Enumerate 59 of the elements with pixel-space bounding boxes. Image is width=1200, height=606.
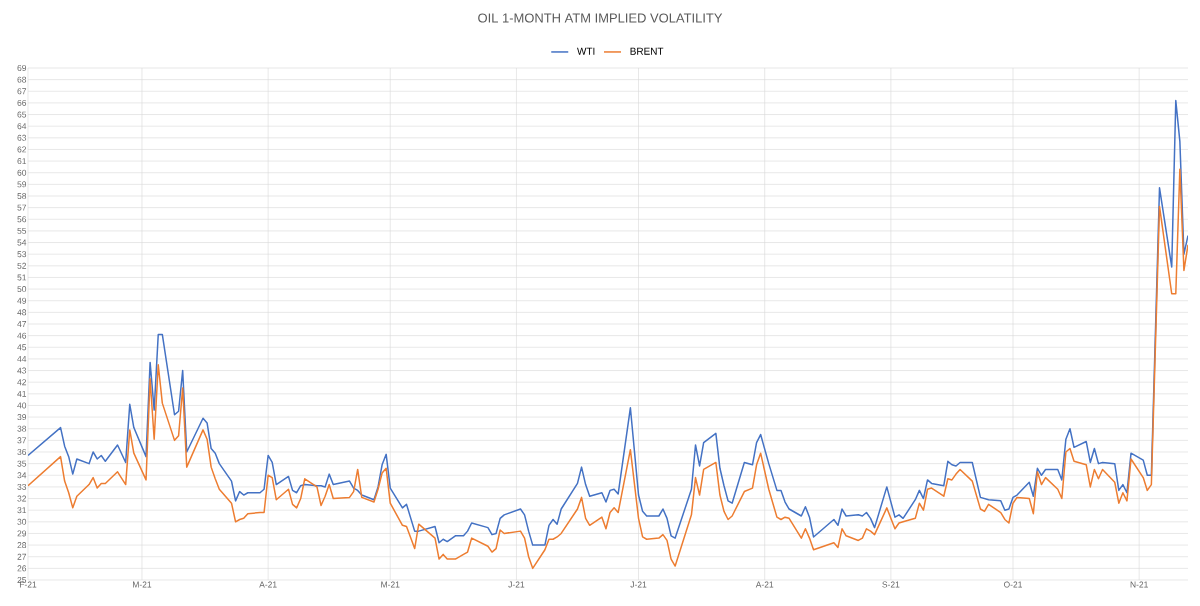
y-tick-label: 51 [17, 274, 27, 281]
y-tick-label: 59 [17, 181, 27, 188]
y-tick-label: 50 [17, 286, 27, 293]
y-tick-label: 57 [17, 204, 27, 211]
line-series [28, 168, 1188, 570]
y-tick-label: 26 [17, 565, 27, 572]
legend-label: BRENT [630, 47, 664, 55]
y-tick-label: 43 [17, 367, 27, 374]
y-tick-label: 66 [17, 99, 27, 106]
y-tick-label: 46 [17, 332, 27, 339]
y-tick-label: 30 [17, 518, 27, 525]
y-tick-label: 49 [17, 297, 27, 304]
y-tick-label: 38 [17, 425, 27, 432]
y-tick-label: 45 [17, 344, 27, 351]
chart-title: OIL 1-MONTH ATM IMPLIED VOLATILITY [478, 13, 723, 23]
y-tick-label: 35 [17, 460, 27, 467]
x-tick-label: M-21 [133, 581, 152, 588]
y-tick-label: 60 [17, 169, 27, 176]
y-tick-label: 42 [17, 379, 27, 386]
x-tick-label: J-21 [630, 581, 647, 588]
y-tick-label: 64 [17, 123, 27, 130]
y-tick-label: 53 [17, 251, 27, 258]
y-tick-label: 52 [17, 262, 27, 269]
y-tick-label: 40 [17, 402, 27, 409]
y-tick-label: 34 [17, 472, 27, 479]
y-tick-label: 41 [17, 390, 27, 397]
x-tick-label: J-21 [508, 581, 525, 588]
y-tick-label: 32 [17, 495, 27, 502]
y-tick-label: 54 [17, 239, 27, 246]
x-tick-label: A-21 [259, 581, 277, 588]
x-tick-label: S-21 [882, 581, 900, 588]
y-tick-label: 25 [17, 577, 27, 583]
y-tick-label: 44 [17, 355, 27, 362]
y-tick-label: 36 [17, 449, 27, 455]
y-tick-label: 47 [17, 321, 27, 327]
y-tick-label: 37 [17, 437, 27, 444]
y-tick-label: 28 [17, 542, 27, 549]
x-tick-label: N-21 [1130, 581, 1148, 588]
y-tick-label: 62 [17, 146, 27, 153]
y-tick-label: 69 [17, 65, 27, 71]
y-tick-label: 55 [17, 227, 27, 234]
y-tick-label: 65 [17, 111, 27, 118]
y-tick-label: 61 [17, 158, 27, 165]
y-tick-label: 39 [17, 414, 27, 421]
y-tick-label: 68 [17, 76, 27, 83]
x-tick-label: M-21 [381, 581, 400, 588]
y-tick-label: 56 [17, 216, 27, 223]
y-tick-label: 63 [17, 134, 27, 141]
legend-label: WTI [577, 47, 595, 55]
y-tick-label: 33 [17, 483, 27, 490]
x-tick-label: F-21 [19, 581, 37, 588]
y-tick-label: 67 [17, 88, 27, 95]
x-tick-label: A-21 [755, 581, 774, 588]
y-tick-label: 48 [17, 309, 27, 316]
x-tick-label: O-21 [1003, 581, 1022, 588]
y-tick-label: 27 [17, 553, 27, 560]
y-tick-label: 29 [17, 530, 27, 537]
y-tick-label: 31 [17, 507, 27, 514]
y-tick-label: 58 [17, 193, 27, 199]
